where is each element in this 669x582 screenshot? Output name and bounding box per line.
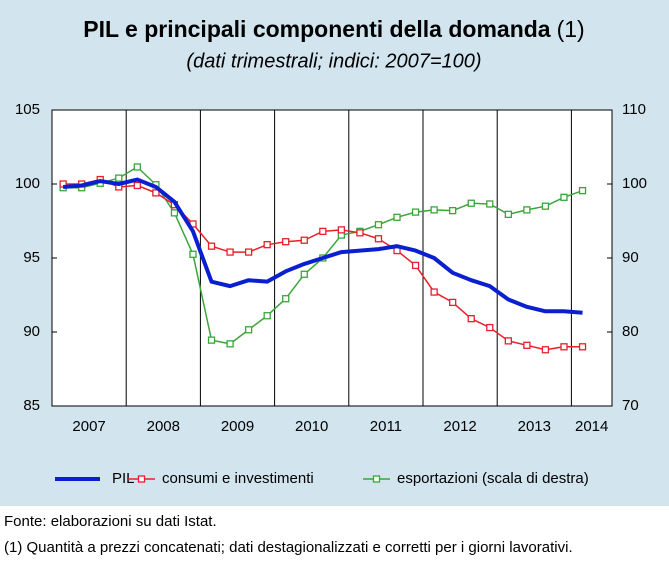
- point: [244, 248, 253, 256]
- point: [300, 236, 308, 244]
- note: (1) Quantità a prezzi concatenati; dati …: [4, 539, 573, 556]
- point: [207, 336, 216, 344]
- legend-label: PIL: [112, 470, 135, 487]
- point: [226, 340, 234, 348]
- point: [541, 202, 550, 210]
- legend-label: consumi e investimenti: [162, 470, 314, 487]
- point: [560, 193, 568, 201]
- point: [244, 326, 253, 334]
- x-tick-label: 2013: [518, 418, 551, 435]
- point: [133, 181, 141, 190]
- point: [170, 209, 179, 217]
- point: [263, 241, 271, 249]
- x-tick-label: 2009: [221, 418, 254, 435]
- plot-area: [51, 109, 613, 407]
- point: [467, 199, 475, 207]
- legend-marker: [137, 475, 146, 483]
- point: [578, 187, 587, 195]
- x-tick-label: 2011: [370, 418, 402, 435]
- y-tick-label: 105: [15, 101, 40, 118]
- point: [282, 295, 290, 303]
- point: [115, 174, 123, 182]
- x-tick-label: 2008: [147, 418, 180, 435]
- point: [282, 238, 290, 246]
- y2-tick-label: 70: [622, 397, 639, 414]
- legend-marker: [372, 475, 381, 483]
- point: [300, 270, 308, 278]
- point: [411, 261, 420, 270]
- point: [207, 242, 216, 250]
- point: [541, 346, 550, 354]
- point: [189, 250, 197, 258]
- y2-tick-label: 100: [622, 175, 647, 192]
- x-tick-label: 2010: [295, 418, 328, 435]
- point: [263, 312, 271, 320]
- y-tick-label: 90: [23, 323, 40, 340]
- y2-tick-label: 90: [622, 249, 639, 266]
- series-line: [62, 177, 583, 315]
- y-tick-label: 85: [23, 397, 40, 414]
- subtitle: (dati trimestrali; indici: 2007=100): [186, 50, 481, 72]
- point: [337, 226, 346, 234]
- point: [578, 343, 587, 351]
- point: [486, 200, 494, 208]
- x-tick-label: 2007: [72, 418, 105, 435]
- point: [504, 337, 512, 345]
- point: [486, 323, 494, 332]
- title-note: (1): [557, 16, 585, 42]
- point: [504, 210, 512, 218]
- x-tick-label: 2012: [443, 418, 476, 435]
- point: [133, 163, 141, 171]
- point: [356, 229, 364, 237]
- point: [523, 341, 531, 349]
- x-tick-label: 2014: [575, 418, 608, 435]
- chart: PIL e principali componenti della domand…: [0, 0, 669, 506]
- point: [430, 288, 438, 296]
- point: [430, 206, 438, 214]
- legend-label: esportazioni (scala di destra): [397, 470, 589, 487]
- y2-tick-label: 80: [622, 323, 639, 340]
- point: [523, 206, 531, 214]
- point: [393, 213, 401, 221]
- point: [152, 189, 160, 197]
- point: [560, 343, 568, 351]
- y-tick-label: 95: [23, 249, 40, 266]
- y2-tick-label: 110: [622, 101, 646, 118]
- chart-title: PIL e principali componenti della domand…: [83, 16, 584, 42]
- point: [449, 206, 457, 215]
- point: [374, 221, 383, 229]
- y-tick-label: 100: [15, 175, 40, 192]
- point: [319, 227, 327, 236]
- point: [226, 248, 234, 256]
- title: PIL e principali componenti della domand…: [83, 16, 551, 42]
- point: [467, 315, 475, 323]
- point: [449, 298, 457, 307]
- point: [411, 208, 420, 216]
- source: Fonte: elaborazioni su dati Istat.: [4, 513, 217, 530]
- point: [374, 235, 383, 243]
- point: [59, 180, 67, 188]
